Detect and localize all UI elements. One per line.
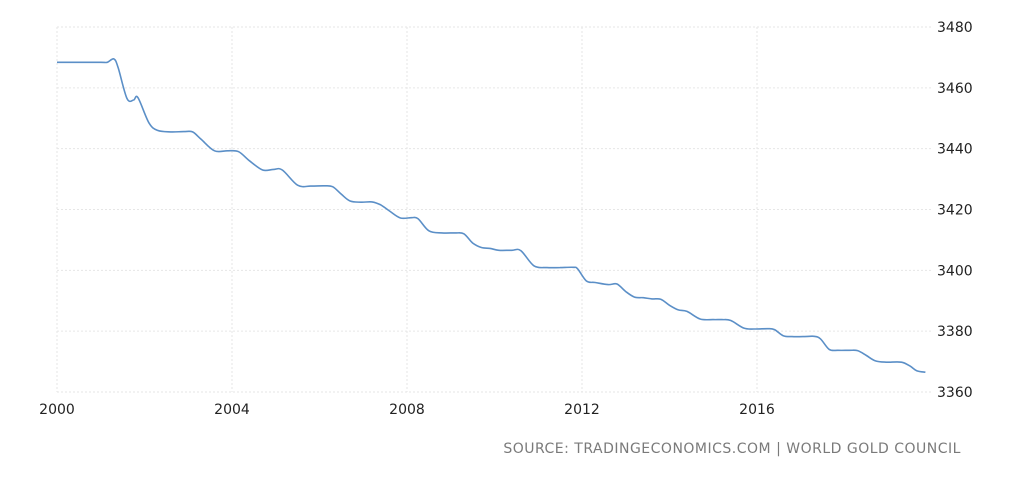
y-axis-ticks: 3360 3380 3400 3420 3440 3460 3480: [937, 20, 973, 401]
series-line: [57, 57, 926, 373]
x-axis-ticks: 2000 2004 2008 2012 2016: [39, 402, 775, 418]
x-tick-label: 2016: [739, 402, 775, 418]
x-tick-label: 2012: [564, 402, 600, 418]
y-tick-label: 3460: [937, 81, 973, 97]
y-tick-label: 3400: [937, 263, 973, 279]
y-tick-label: 3420: [937, 203, 973, 219]
x-tick-label: 2000: [39, 402, 75, 418]
y-tick-label: 3380: [937, 324, 973, 340]
grid-lines: [56, 26, 932, 393]
source-note: SOURCE: TRADINGECONOMICS.COM | WORLD GOL…: [503, 441, 961, 457]
y-tick-label: 3480: [937, 20, 973, 36]
y-tick-label: 3360: [937, 385, 973, 401]
x-tick-label: 2008: [389, 402, 425, 418]
x-tick-label: 2004: [214, 402, 250, 418]
series-layer: [57, 57, 926, 373]
y-tick-label: 3440: [937, 142, 973, 158]
